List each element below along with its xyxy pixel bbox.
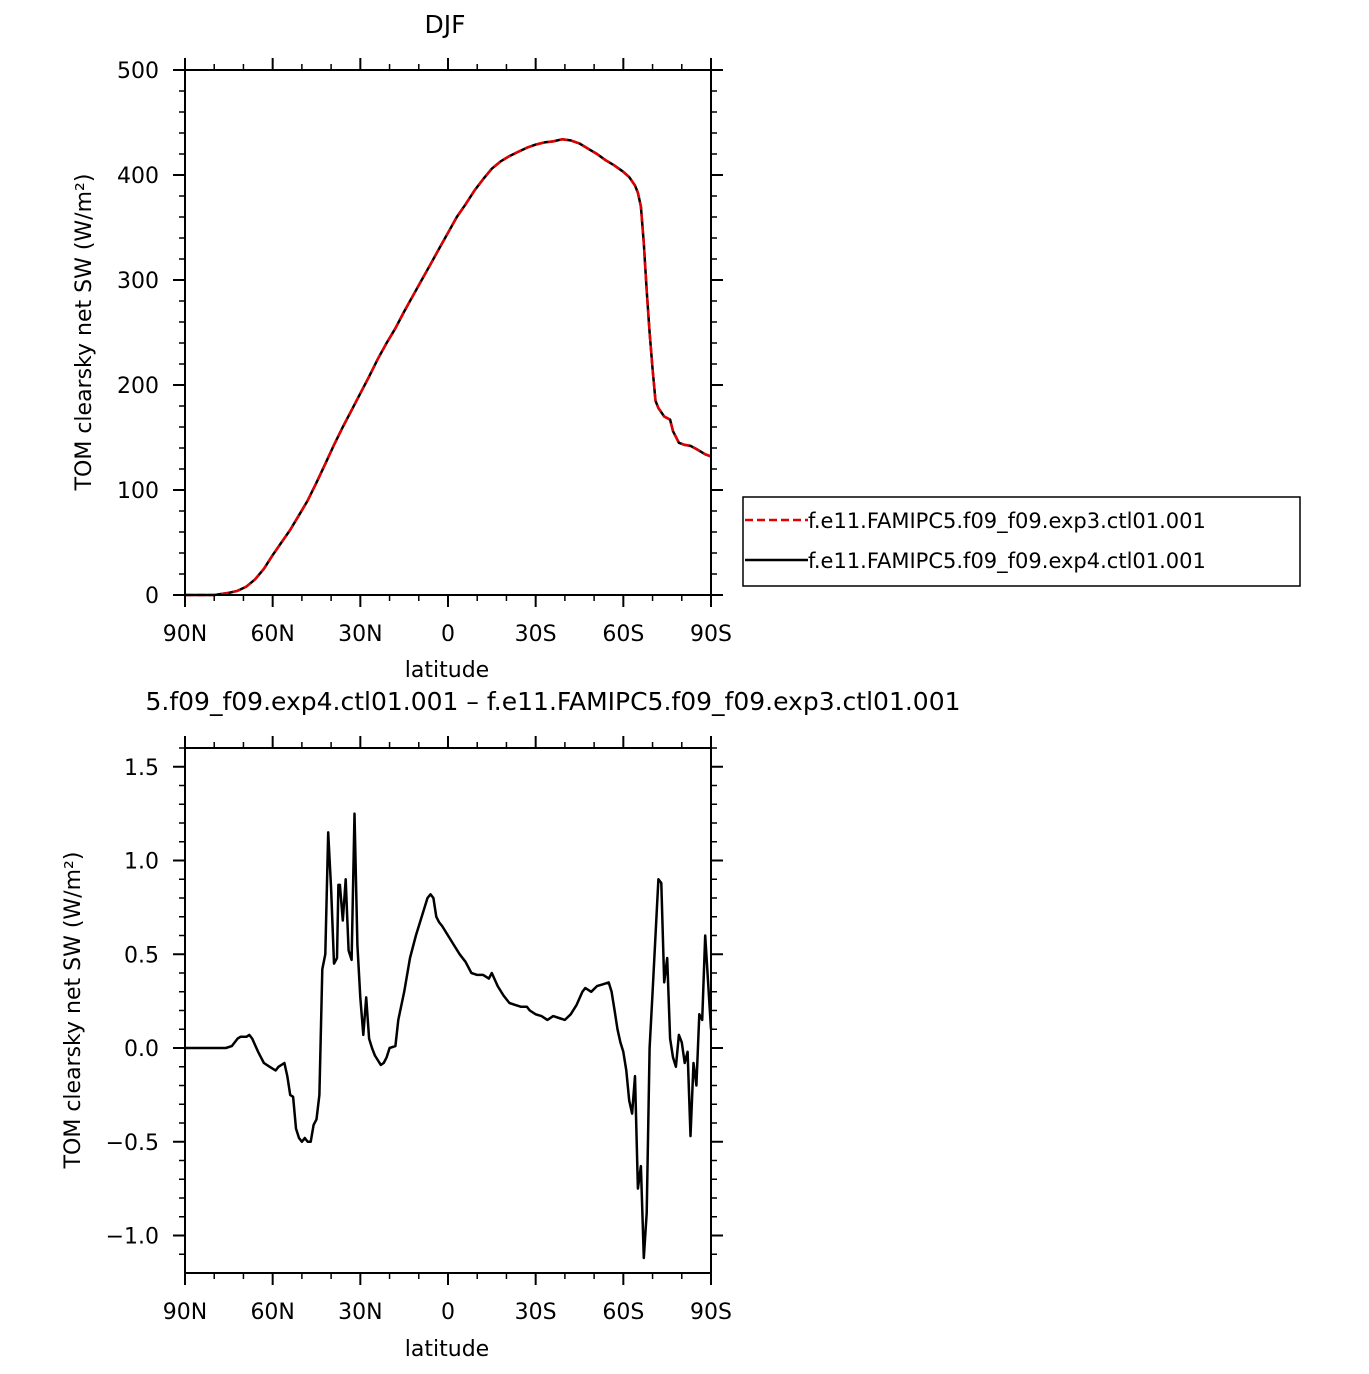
bottom-y-tick-label: −1.0 [106, 1225, 159, 1250]
top-x-axis-label: latitude [405, 658, 489, 683]
bottom-ticks-layer: 90N 60N 30N 0 30S 60S 90S −1.0 −0.5 0.0 0.5 1.0 1.5 [106, 736, 732, 1325]
bottom-y-tick-label: 0.5 [124, 943, 159, 968]
top-x-tick-label: 90N [163, 622, 207, 647]
legend: f.e11.FAMIPC5.f09_f09.exp3.ctl01.001 f.e… [742, 496, 1301, 587]
top-y-tick-label: 200 [117, 374, 159, 399]
bottom-x-tick-label: 30S [515, 1300, 557, 1325]
bottom-y-tick-label: −0.5 [106, 1131, 159, 1156]
top-chart-title: DJF [424, 10, 465, 39]
bottom-y-tick-label: 1.0 [124, 850, 159, 875]
top-y-tick-label: 500 [117, 59, 159, 84]
bottom-y-axis-label: TOM clearsky net SW (W/m²) [61, 852, 86, 1170]
top-x-tick-label: 60S [602, 622, 644, 647]
top-y-tick-label: 0 [145, 584, 159, 609]
top-series-line-0 [185, 138, 712, 597]
bottom-y-tick-label: 0.0 [124, 1037, 159, 1062]
legend-box [742, 496, 1301, 587]
bottom-y-tick-label: 1.5 [124, 756, 159, 781]
top-y-tick-label: 400 [117, 164, 159, 189]
top-x-tick-label: 0 [441, 622, 455, 647]
top-panel: DJF 90N 60N 30N 0 30S 60S 90S0100200300400500 … [72, 10, 1301, 683]
top-x-tick-label: 60N [250, 622, 294, 647]
legend-label-exp4: f.e11.FAMIPC5.f09_f09.exp4.ctl01.001 [808, 549, 1206, 574]
legend-label-exp3: f.e11.FAMIPC5.f09_f09.exp3.ctl01.001 [808, 509, 1206, 534]
bottom-x-tick-label: 90N [163, 1300, 207, 1325]
bottom-x-tick-label: 60N [250, 1300, 294, 1325]
bottom-x-axis-label: latitude [405, 1337, 489, 1362]
top-x-tick-label: 30S [515, 622, 557, 647]
top-y-axis-label: TOM clearsky net SW (W/m²) [72, 174, 97, 492]
bottom-series-layer [185, 812, 713, 1260]
bottom-panel: 5.f09_f09.exp4.ctl01.001 – f.e11.FAMIPC5… [61, 687, 961, 1362]
top-series-layer [185, 138, 712, 597]
bottom-series-line-0 [185, 812, 713, 1260]
bottom-x-tick-label: 90S [690, 1300, 732, 1325]
bottom-chart-title: 5.f09_f09.exp4.ctl01.001 – f.e11.FAMIPC5… [145, 687, 960, 716]
top-y-tick-label: 300 [117, 269, 159, 294]
bottom-x-tick-label: 0 [441, 1300, 455, 1325]
bottom-plot-frame [184, 747, 712, 1274]
bottom-x-tick-label: 60S [602, 1300, 644, 1325]
top-x-tick-label: 90S [690, 622, 732, 647]
top-series-line-1 [185, 138, 712, 597]
top-x-tick-label: 30N [338, 622, 382, 647]
top-plot-frame [184, 69, 712, 596]
top-y-tick-label: 100 [117, 479, 159, 504]
top-ticks-layer: 90N 60N 30N 0 30S 60S 90S 0 100 200 300 400 500 [117, 58, 732, 647]
bottom-x-tick-label: 30N [338, 1300, 382, 1325]
